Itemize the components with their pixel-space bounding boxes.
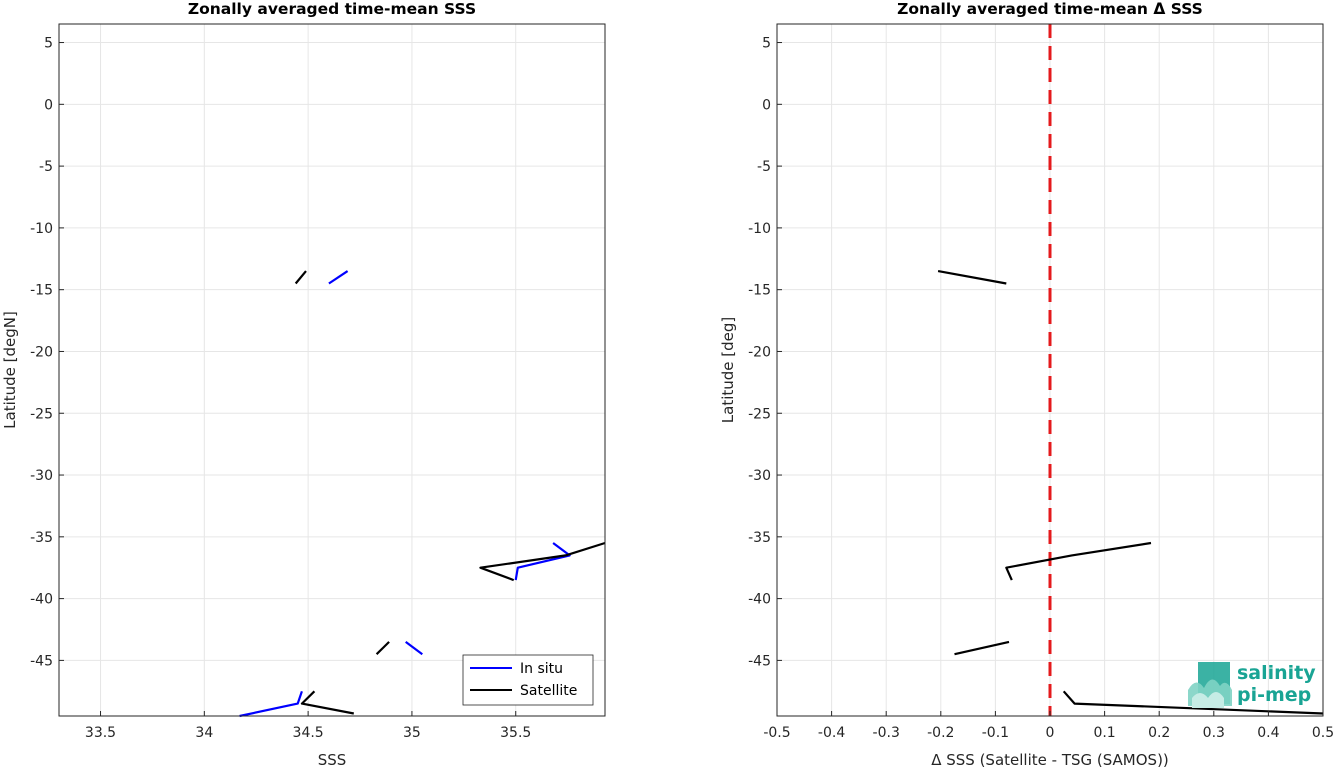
left-chart-title: Zonally averaged time-mean SSS: [188, 0, 476, 18]
right-ticks: -0.5 -0.4 -0.3 -0.2 -0.1 0 0.1 0.2 0.3 0.4 0.5 5 0 -5…: [748, 36, 1334, 741]
left-y-tick-label: -15: [30, 283, 53, 299]
legend-label-in-situ: In situ: [520, 661, 563, 677]
right-x-tick-label: 0.1: [1093, 725, 1115, 741]
left-x-axis-label: SSS: [318, 751, 347, 769]
left-x-tick-label: 34: [195, 725, 213, 741]
right-x-tick-label: 0.5: [1312, 725, 1334, 741]
left-series-1-segment-0: [294, 270, 307, 285]
left-y-tick-label: 0: [44, 97, 53, 113]
right-x-tick-label: 0.2: [1148, 725, 1170, 741]
right-y-axis-label: Latitude [deg]: [719, 317, 737, 423]
right-lines: [937, 270, 1324, 715]
left-ticks: 33.5 34 34.5 35 35.5 5 0 -5 -10 -15 -20 -25 -30 -35 -4…: [30, 36, 531, 741]
right-y-tick-label: -25: [748, 406, 771, 422]
legend: In situ Satellite: [462, 654, 594, 706]
left-y-tick-label: -20: [30, 344, 53, 360]
right-series-0-segment-2: [954, 640, 1010, 656]
left-y-tick-label: -30: [30, 468, 53, 484]
left-grid: [59, 24, 605, 716]
left-series-1-segment-3: [300, 690, 355, 715]
logo-line-1: salinity: [1237, 662, 1316, 684]
right-x-tick-label: -0.2: [927, 725, 954, 741]
left-y-tick-label: -40: [30, 592, 53, 608]
right-grid: [776, 24, 1324, 716]
left-y-tick-label: -10: [30, 221, 53, 237]
left-x-tick-label: 35.5: [500, 725, 531, 741]
left-series-1-segment-1: [479, 541, 606, 582]
left-x-tick-label: 34.5: [293, 725, 324, 741]
left-series-0-segment-3: [239, 690, 303, 718]
right-y-tick-label: -45: [748, 653, 771, 669]
right-x-tick-label: -0.1: [982, 725, 1009, 741]
right-series-0-segment-3: [1062, 690, 1324, 715]
right-x-tick-label: -0.4: [818, 725, 845, 741]
left-series-0-segment-1: [514, 542, 571, 581]
legend-label-satellite: Satellite: [520, 683, 577, 699]
logo-wave-icon: [1188, 662, 1232, 708]
right-x-axis-label: Δ SSS (Satellite - TSG (SAMOS)): [931, 751, 1169, 769]
right-y-tick-label: -35: [748, 530, 771, 546]
right-x-tick-label: 0: [1046, 725, 1055, 741]
left-lines: [239, 270, 606, 718]
right-x-tick-label: 0.4: [1257, 725, 1279, 741]
left-y-axis-label: Latitude [degN]: [1, 311, 19, 429]
right-x-tick-label: 0.3: [1203, 725, 1225, 741]
left-series-0-segment-0: [328, 270, 349, 285]
left-y-tick-label: -35: [30, 530, 53, 546]
left-y-tick-label: -45: [30, 653, 53, 669]
logo-line-2: pi-mep: [1237, 684, 1311, 706]
right-chart: Zonally averaged time-mean Δ SSS -0.5 -0.…: [719, 0, 1334, 769]
left-x-tick-label: 33.5: [85, 725, 116, 741]
right-y-tick-label: -5: [757, 159, 771, 175]
left-series-1-segment-2: [375, 641, 390, 655]
legend-box: [462, 654, 594, 706]
right-y-tick-label: 5: [762, 36, 771, 52]
right-y-tick-label: -20: [748, 344, 771, 360]
right-y-tick-label: -10: [748, 221, 771, 237]
right-y-tick-label: 0: [762, 97, 771, 113]
right-x-tick-label: -0.3: [873, 725, 900, 741]
left-plot-area: [59, 24, 605, 716]
left-y-tick-label: 5: [44, 36, 53, 52]
right-y-tick-label: -15: [748, 283, 771, 299]
right-series-0-segment-0: [937, 270, 1007, 285]
left-y-tick-label: -5: [39, 159, 53, 175]
left-axes-box: [58, 23, 606, 717]
right-x-tick-label: -0.5: [763, 725, 790, 741]
right-y-tick-label: -30: [748, 468, 771, 484]
right-series-0-segment-1: [1005, 541, 1152, 581]
left-series-0-segment-2: [405, 641, 423, 656]
left-chart: Zonally averaged time-mean SSS 33.5 34 34.…: [1, 0, 606, 769]
right-chart-title: Zonally averaged time-mean Δ SSS: [897, 0, 1203, 18]
salinity-pi-mep-logo: salinity pi-mep: [1188, 662, 1316, 708]
right-y-tick-label: -40: [748, 592, 771, 608]
left-y-tick-label: -25: [30, 406, 53, 422]
left-x-tick-label: 35: [403, 725, 421, 741]
